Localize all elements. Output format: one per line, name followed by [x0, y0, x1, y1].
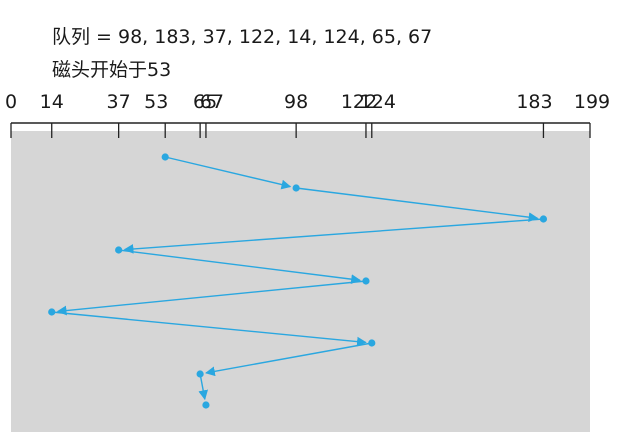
- request-point: [48, 308, 56, 316]
- head-move-segment: [165, 156, 292, 190]
- head-move-segment: [118, 249, 361, 285]
- queue-caption: 队列 = 98, 183, 37, 122, 14, 124, 65, 67: [52, 26, 433, 48]
- head-move-segment: [296, 187, 539, 223]
- request-point: [196, 370, 204, 378]
- head-move-segment: [198, 373, 209, 401]
- axis-tick-label: 67: [200, 91, 224, 113]
- axis-tick-label: 98: [284, 91, 308, 113]
- request-point: [362, 277, 370, 285]
- track-panel: [11, 131, 590, 432]
- request-point: [161, 153, 169, 161]
- request-point: [539, 215, 548, 223]
- axis-tick-label: 124: [360, 91, 396, 113]
- axis-tick-label: 122: [341, 91, 377, 113]
- request-point: [368, 339, 376, 347]
- head-move-segment: [56, 280, 367, 316]
- request-point: [115, 246, 123, 254]
- axis-tick-label: 37: [107, 91, 131, 113]
- axis-tick-label: 14: [40, 91, 64, 113]
- axis-tick-label: 53: [144, 91, 168, 113]
- axis-tick-label: 65: [193, 91, 217, 113]
- axis-tick-label: 199: [574, 91, 610, 113]
- head-start-caption: 磁头开始于53: [52, 59, 172, 81]
- head-move-segment: [123, 218, 544, 254]
- axis-tick-label: 183: [516, 91, 552, 113]
- head-path: [48, 153, 548, 409]
- axis-tick-label: 0: [5, 91, 17, 113]
- head-move-segment: [51, 311, 367, 347]
- head-move-segment: [205, 342, 372, 377]
- request-point: [202, 401, 210, 409]
- request-point: [292, 184, 300, 192]
